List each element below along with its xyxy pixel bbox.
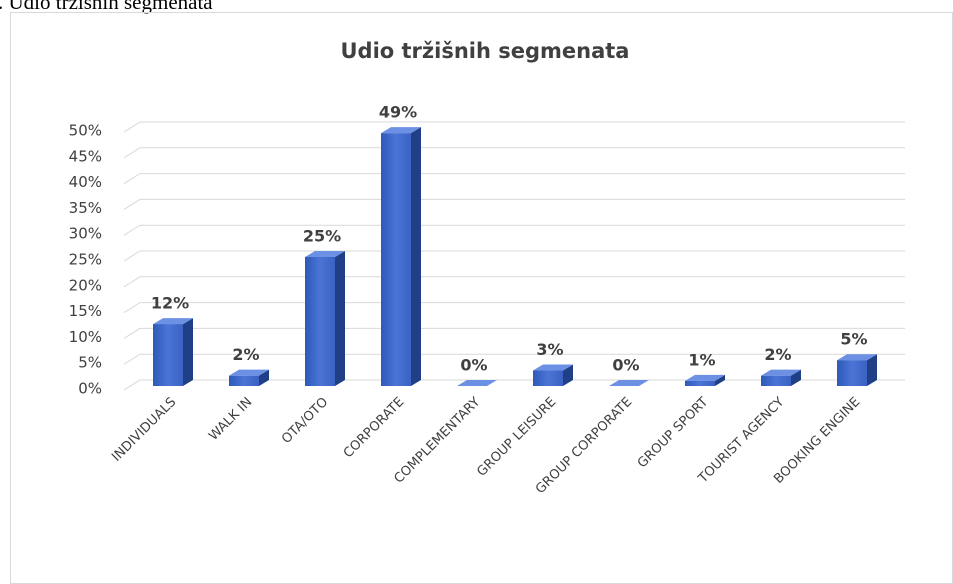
value-label: 49% (379, 103, 417, 122)
grid-line (123, 198, 905, 210)
grid-line (123, 147, 905, 159)
x-tick-label: BOOKING ENGINE (771, 395, 863, 487)
y-tick-label: 0% (78, 380, 102, 398)
bar-side (791, 369, 801, 386)
x-tick-label: WALK IN (206, 395, 255, 444)
y-tick-label: 35% (69, 199, 102, 217)
bar-top (837, 354, 877, 361)
y-tick-label: 25% (69, 251, 102, 269)
bar (533, 370, 563, 386)
grid-line (123, 302, 905, 314)
bar-top (229, 369, 269, 376)
value-label: 5% (840, 330, 867, 349)
y-tick-label: 50% (69, 122, 102, 140)
bar-top (153, 318, 193, 325)
value-label: 2% (232, 345, 259, 364)
value-label: 0% (460, 356, 487, 375)
y-tick-label: 40% (69, 173, 102, 191)
bar (381, 133, 411, 386)
grid-line (123, 276, 905, 288)
x-tick-label: COMPLEMENTARY (391, 395, 483, 487)
bar-side (411, 127, 421, 386)
bar-top (761, 369, 801, 376)
y-tick-label: 15% (69, 302, 102, 320)
bar (305, 257, 335, 386)
bar (837, 360, 867, 386)
bar-top (685, 374, 725, 381)
value-label: 2% (764, 345, 791, 364)
bar-top (609, 380, 649, 386)
grid-line (123, 121, 905, 133)
bar (153, 324, 183, 386)
bar (761, 375, 791, 386)
value-label: 25% (303, 227, 341, 246)
bar-side (715, 374, 725, 386)
x-tick-label: GROUP SPORT (635, 395, 712, 472)
bar-top (381, 127, 421, 134)
x-tick-label: CORPORATE (341, 395, 407, 461)
grid-line (123, 327, 905, 339)
value-label: 1% (688, 350, 715, 369)
bar-side (563, 364, 573, 386)
x-tick-label: GROUP LEISURE (474, 395, 559, 480)
bar-side (183, 318, 193, 386)
y-tick-label: 20% (69, 276, 102, 294)
caption: . Udio tržišnih segmenata (0, 0, 213, 14)
bar-side (259, 369, 269, 386)
y-tick-label: 10% (69, 328, 102, 346)
bar (229, 375, 259, 386)
x-tick-label: OTA/OTO (279, 395, 331, 447)
x-tick-label: INDIVIDUALS (109, 395, 179, 465)
chart-title: Udio tržišnih segmenata (341, 39, 630, 63)
bar-top (533, 364, 573, 371)
value-label: 12% (151, 294, 189, 313)
bar (685, 380, 715, 386)
grid-line (123, 250, 905, 262)
bar-top (305, 251, 345, 257)
value-label: 0% (612, 356, 639, 375)
grid-line (123, 224, 905, 236)
grid-line (123, 353, 905, 365)
grid-line (123, 173, 905, 185)
y-tick-label: 30% (69, 225, 102, 243)
bar-top (457, 380, 497, 386)
value-label: 3% (536, 340, 563, 359)
bar-side (335, 251, 345, 386)
grid-line (123, 379, 905, 391)
y-tick-label: 45% (69, 147, 102, 165)
y-tick-label: 5% (78, 354, 102, 372)
bar-side (867, 354, 877, 386)
